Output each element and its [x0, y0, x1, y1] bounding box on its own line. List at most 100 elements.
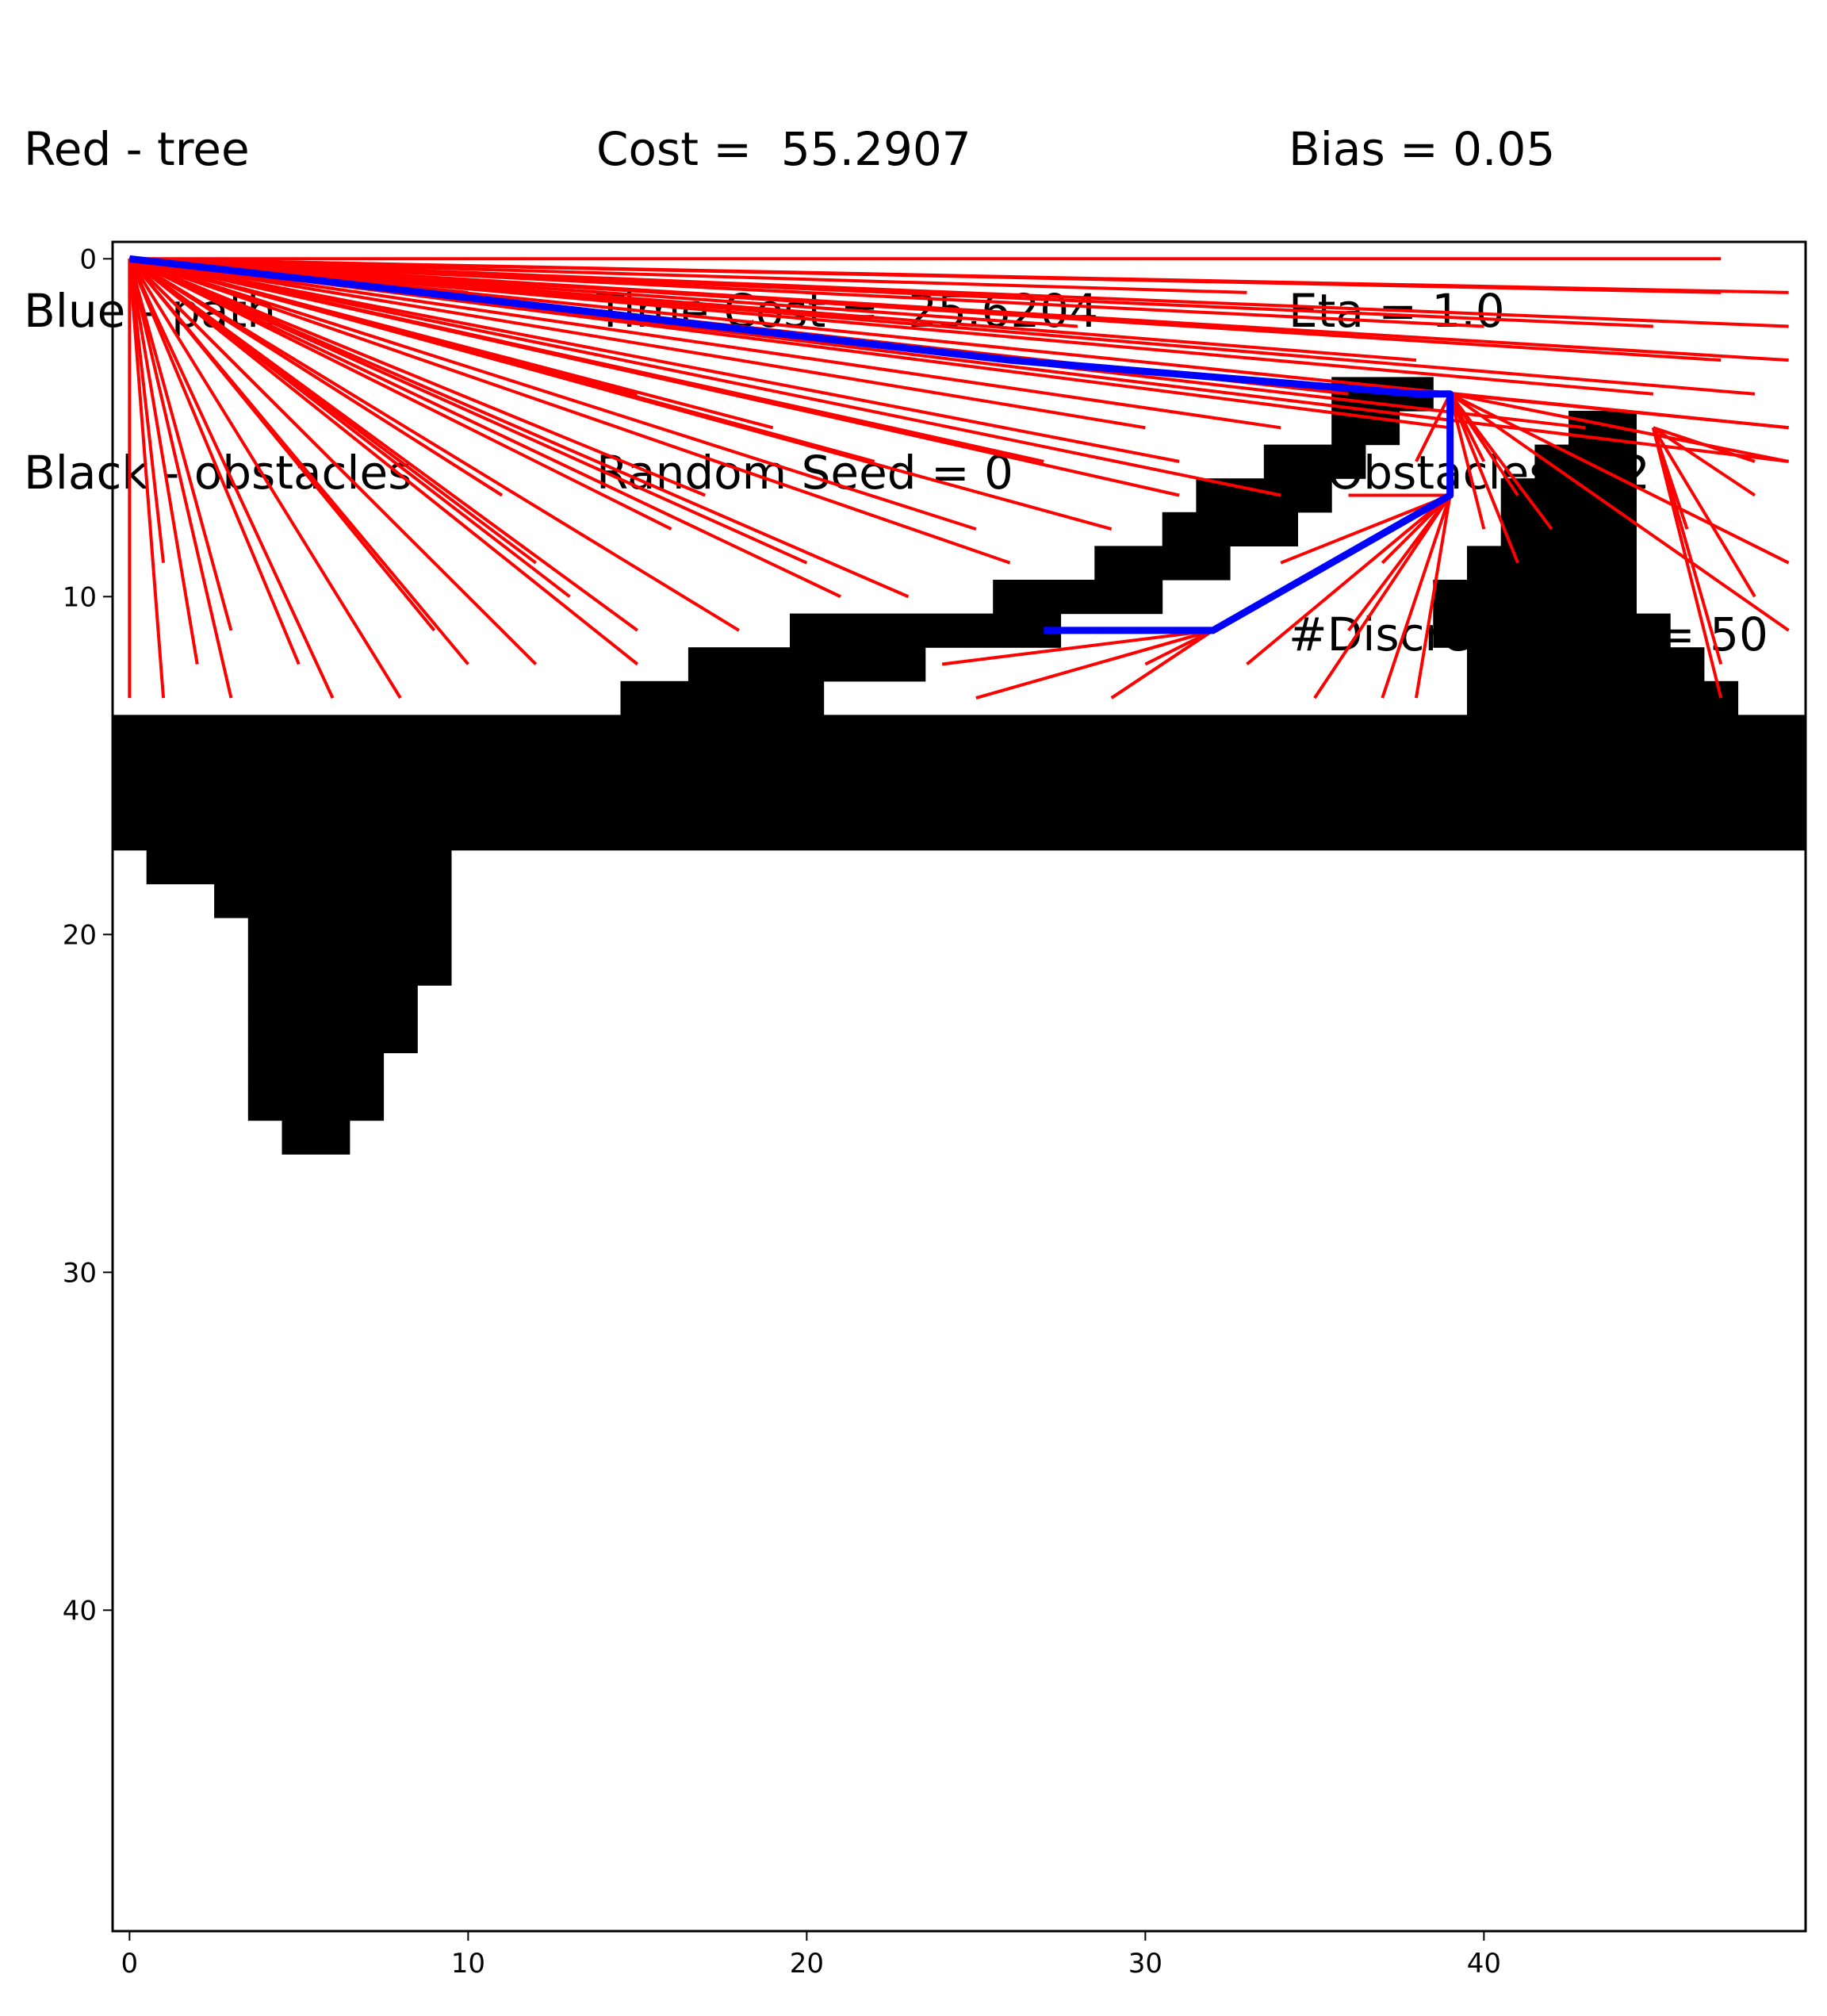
obstacle-cell: [1500, 478, 1637, 513]
obstacle-cell: [1467, 580, 1637, 615]
tree-edge: [1246, 493, 1451, 666]
tree-edge: [129, 257, 1722, 294]
x-tick-label: 30: [1128, 1948, 1162, 1980]
obstacle-cell: [113, 749, 1806, 784]
tree-edge: [941, 628, 1213, 666]
tree-edge: [1449, 393, 1790, 632]
obstacle-cell: [247, 918, 452, 952]
tree-edge: [1449, 392, 1790, 565]
tree-edge: [129, 257, 1281, 430]
tree-edge: [1381, 494, 1452, 699]
path-layer: [128, 255, 1454, 634]
obstacle-cell: [620, 680, 825, 715]
tree-edge: [128, 257, 639, 666]
tree-edge: [129, 257, 1722, 362]
tree-edge: [128, 257, 841, 599]
tree-edge: [1381, 494, 1452, 565]
obstacle-cell: [1162, 512, 1298, 546]
tree-edge: [128, 257, 537, 565]
x-tick-label: 0: [121, 1948, 139, 1980]
tree-edge: [1110, 629, 1214, 699]
legend-tree-label: Red - tree: [24, 122, 250, 176]
x-tick-label: 20: [790, 1948, 824, 1980]
y-axis: 0 10 20 30 40: [63, 243, 113, 1627]
tree-edge: [1449, 393, 1553, 531]
tree-edge: [129, 257, 1654, 396]
tree-edge: [1450, 392, 1789, 430]
tree-edge: [1450, 392, 1790, 463]
y-tick-label: 10: [63, 581, 97, 613]
tree-edge: [128, 259, 166, 699]
tree-edge: [128, 257, 1180, 463]
obstacle-layer: [113, 377, 1806, 1155]
tree-edge: [129, 257, 1146, 430]
tree-edge: [128, 258, 402, 699]
y-tick-label: 0: [79, 243, 97, 275]
y-tick-label: 20: [63, 919, 97, 951]
tree-edge: [128, 258, 233, 699]
obstacle-cell: [1467, 546, 1637, 581]
tree-edge: [128, 257, 740, 632]
tree-edge: [128, 257, 977, 531]
tree-edge: [1651, 427, 1723, 699]
tree-edge: [1313, 494, 1452, 699]
obstacle-cell: [1467, 680, 1739, 715]
x-axis: 0 10 20 30 40: [121, 1931, 1501, 1980]
tree-edge: [128, 258, 301, 665]
obstacle-cell: [247, 1052, 385, 1087]
tree-edge: [1414, 495, 1452, 699]
tree-edge: [128, 258, 233, 631]
tree-edge: [128, 259, 166, 563]
tree-edge: [128, 257, 910, 599]
obstacle-cell: [214, 883, 452, 918]
tree-edge: [128, 258, 335, 699]
solution-path: [128, 255, 1454, 634]
y-tick-label: 30: [63, 1257, 97, 1289]
obstacle-cell: [247, 951, 452, 986]
tree-edge: [128, 257, 368, 496]
obstacle-cell: [113, 816, 1806, 851]
obstacle-cell: [1433, 580, 1468, 615]
x-tick-label: 10: [451, 1948, 485, 1980]
tree-edge: [1651, 427, 1689, 530]
tree-edge: [1144, 629, 1214, 666]
obstacle-cell: [247, 1087, 385, 1121]
obstacle-cell: [1500, 512, 1637, 546]
tree-edge: [975, 628, 1214, 700]
obstacle-cell: [146, 849, 452, 884]
tree-edge: [128, 257, 707, 497]
tree-edge: [1448, 393, 1486, 530]
obstacle-cell: [282, 1120, 350, 1155]
tree-edge: [1652, 427, 1756, 598]
tree-edge: [1652, 426, 1756, 497]
obstacle-cell: [247, 1018, 418, 1053]
obstacle-cell: [113, 715, 1806, 749]
tree-edge: [1653, 426, 1756, 463]
obstacle-cell: [247, 985, 418, 1020]
tree-edge: [1415, 393, 1452, 462]
obstacle-cell: [1263, 444, 1366, 479]
obstacle-cell: [1094, 546, 1231, 581]
plot-frame: [111, 240, 1807, 1933]
tree-edge: [128, 257, 504, 497]
tree-edge: [129, 257, 1247, 294]
obstacle-cell: [1467, 647, 1705, 682]
tree-edge: [129, 257, 1417, 362]
bias-label: Bias = 0.05: [1289, 122, 1556, 176]
tree-edge: [1448, 393, 1486, 462]
tree-edge: [128, 258, 199, 665]
tree-edge: [1280, 493, 1451, 565]
y-tick-label: 40: [63, 1595, 97, 1627]
tree-layer: [128, 257, 1790, 700]
tree-edge: [129, 257, 1484, 328]
obstacle-cell: [1467, 613, 1671, 648]
obstacle-cell: [113, 782, 1806, 817]
tree-edge: [128, 258, 436, 632]
obstacle-cell: [688, 647, 926, 682]
tree-edge: [128, 257, 672, 531]
tree-edge: [128, 257, 1180, 497]
tree-edge: [1346, 494, 1452, 632]
tree-edge: [128, 257, 638, 396]
x-tick-label: 40: [1467, 1948, 1501, 1980]
